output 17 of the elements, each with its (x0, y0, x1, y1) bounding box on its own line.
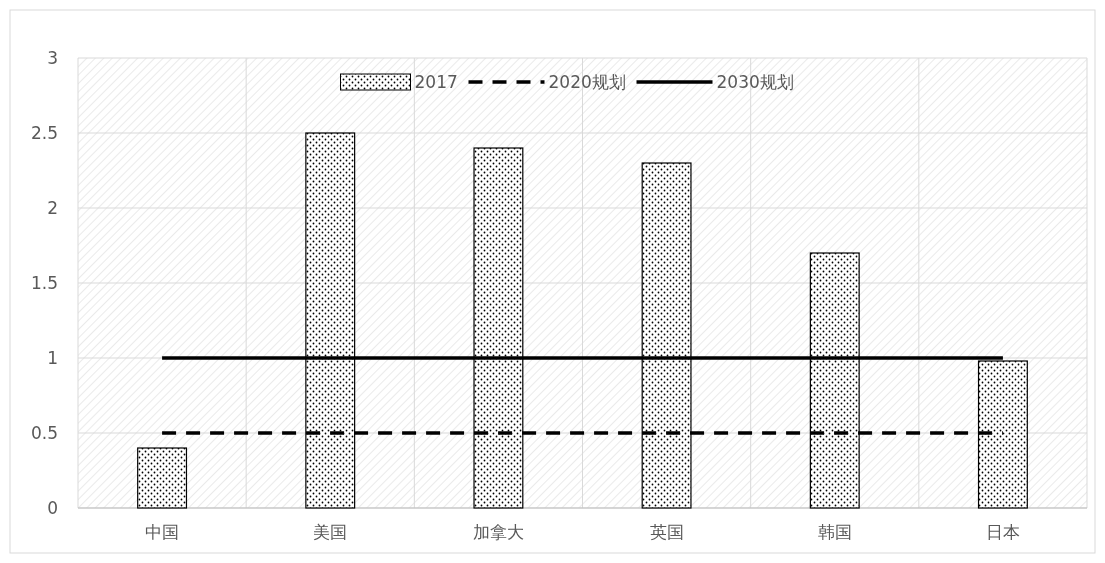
y-tick-label: 0.5 (30, 422, 58, 443)
legend-label: 2020规划 (548, 71, 626, 92)
x-tick-label: 韩国 (817, 522, 852, 542)
x-tick-label: 加拿大 (472, 522, 524, 542)
x-tick-label: 英国 (649, 522, 684, 542)
y-tick-label: 0 (47, 497, 58, 518)
x-tick-label: 美国 (313, 522, 348, 542)
y-tick-label: 2.5 (30, 122, 58, 143)
y-tick-label: 3 (47, 47, 58, 68)
x-tick-label: 中国 (145, 522, 180, 542)
y-tick-label: 1 (47, 347, 58, 368)
y-tick-label: 1.5 (30, 272, 58, 293)
legend-label: 2017 (414, 71, 458, 92)
legend-label: 2030规划 (716, 71, 794, 92)
y-tick-label: 2 (47, 197, 58, 218)
bar (137, 447, 188, 509)
x-tick-label: 日本 (985, 522, 1020, 542)
